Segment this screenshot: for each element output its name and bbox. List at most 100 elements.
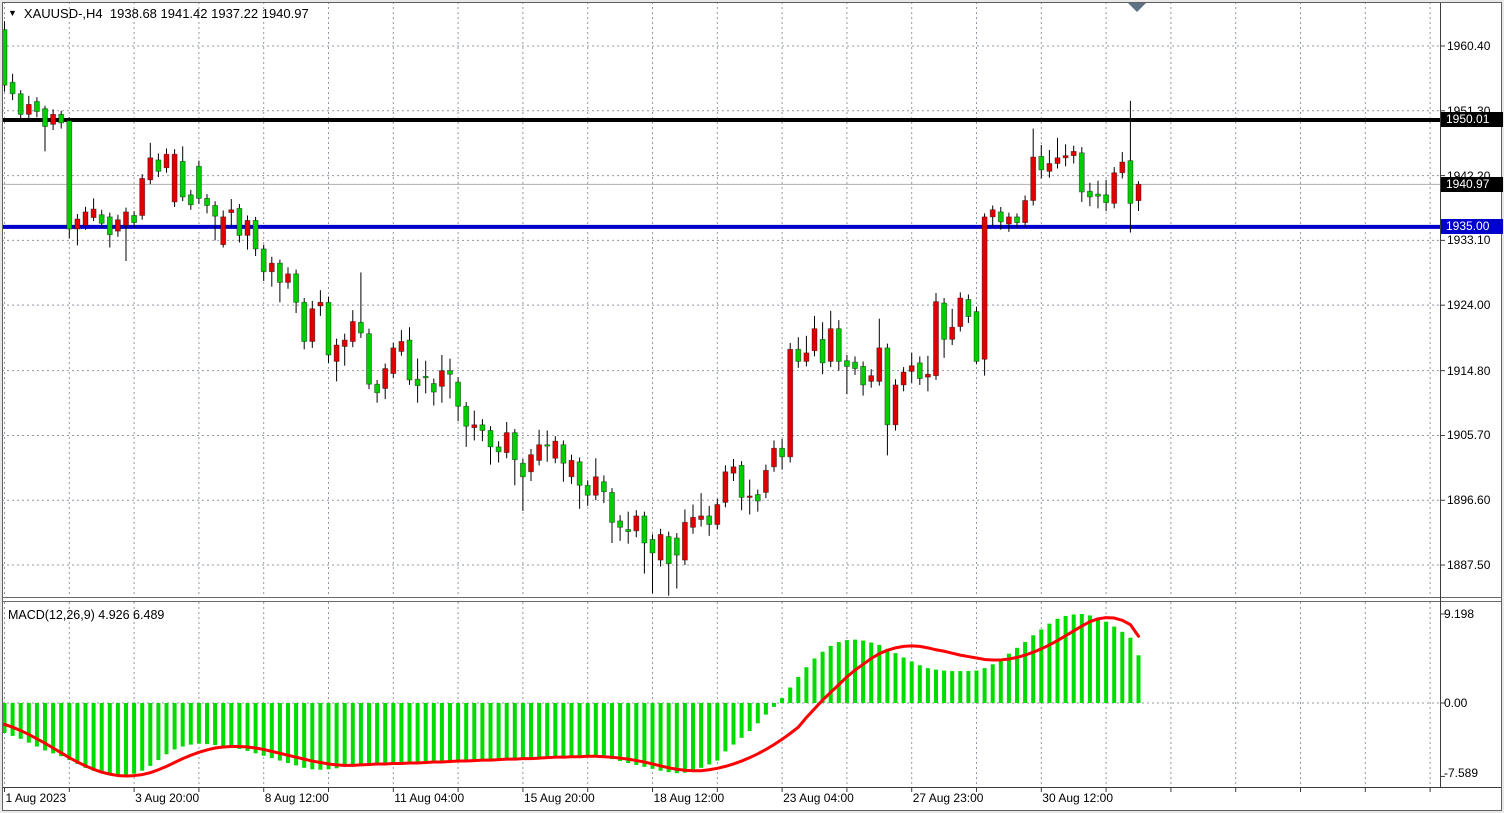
candle-body	[406, 339, 413, 381]
macd-histogram-bar	[1063, 615, 1068, 703]
macd-histogram-bar	[1096, 617, 1100, 703]
macd-histogram-bar	[861, 640, 866, 703]
candle-body	[997, 211, 1004, 223]
candle-body	[447, 370, 453, 375]
macd-histogram-bar	[942, 670, 947, 703]
candle-body	[933, 301, 939, 377]
candle-body	[916, 362, 923, 379]
macd-histogram-bar	[415, 703, 420, 763]
candle-body	[74, 218, 81, 230]
candle-body	[495, 446, 502, 453]
candle-body	[552, 440, 559, 459]
macd-histogram-bar	[561, 703, 566, 757]
candle-body	[795, 348, 802, 362]
macd-histogram-bar	[375, 703, 380, 764]
candle-body	[309, 308, 316, 342]
macd-histogram-bar	[885, 648, 890, 703]
candle-body	[900, 371, 907, 386]
macd-histogram-bar	[132, 703, 137, 774]
candle-body	[625, 529, 632, 532]
chart-shift-marker-icon[interactable]	[1128, 3, 1146, 12]
candle-body	[1054, 157, 1061, 164]
candle-body	[827, 328, 834, 362]
candle-body	[195, 165, 202, 199]
macd-histogram-bar	[10, 703, 15, 736]
macd-histogram-bar	[367, 703, 371, 764]
candle-body	[957, 297, 964, 327]
macd-histogram-bar	[269, 703, 274, 759]
macd-histogram-bar	[34, 703, 39, 747]
macd-histogram-bar	[1104, 621, 1109, 703]
candle-body	[673, 537, 680, 556]
macd-histogram-bar	[796, 676, 801, 703]
candle-body	[422, 375, 429, 379]
candle-body	[374, 383, 381, 394]
candle-body	[844, 360, 850, 367]
macd-histogram-bar	[545, 703, 550, 757]
candle-body	[1030, 156, 1037, 201]
macd-histogram-bar	[26, 703, 31, 743]
candle-body	[682, 521, 688, 561]
macd-histogram-bar	[472, 703, 477, 760]
macd-histogram-bar	[982, 668, 987, 703]
candle-body	[106, 216, 113, 236]
macd-histogram-bar	[99, 703, 104, 773]
time-tick-label: 30 Aug 12:00	[1042, 791, 1114, 805]
macd-histogram-bar	[739, 703, 744, 738]
candle-body	[317, 301, 324, 307]
candle-body	[179, 160, 186, 198]
symbol-dropdown-icon[interactable]: ▼	[8, 8, 17, 18]
candle-body	[803, 352, 810, 362]
macd-histogram-bar	[43, 703, 47, 751]
candle-body	[819, 338, 826, 364]
macd-histogram-bar	[261, 703, 266, 756]
macd-histogram-bar	[836, 642, 841, 703]
candle-body	[341, 339, 348, 347]
macd-histogram-bar	[569, 703, 574, 756]
macd-histogram-bar	[148, 703, 153, 766]
candle-body	[876, 347, 883, 382]
candle-body	[560, 444, 567, 464]
candle-body	[479, 424, 486, 431]
candle-body	[763, 469, 769, 493]
macd-histogram-bar	[715, 703, 720, 761]
macd-histogram-bar	[909, 661, 914, 703]
price-tick-label: 1960.40	[1447, 39, 1491, 53]
macd-histogram-bar	[901, 657, 906, 703]
symbol-label: XAUUSD-,H4	[23, 6, 103, 21]
ohlc-readout: 1938.68 1941.42 1937.22 1940.97	[109, 6, 309, 21]
candle-body	[268, 262, 275, 273]
candle-body	[568, 459, 575, 478]
macd-histogram-bar	[780, 698, 785, 703]
macd-histogram-bar	[358, 703, 363, 764]
macd-histogram-bar	[990, 664, 995, 703]
candle-body	[463, 405, 470, 427]
macd-histogram-bar	[496, 703, 501, 759]
macd-histogram-bar	[998, 659, 1003, 703]
candle-body	[228, 209, 235, 214]
macd-histogram-bar	[439, 703, 444, 762]
price-tick-label: 1914.80	[1447, 363, 1491, 378]
candle-body	[1078, 152, 1085, 193]
candle-body	[17, 93, 24, 115]
macd-histogram-bar	[1055, 618, 1060, 703]
price-badge: 1935.00	[1441, 219, 1503, 235]
candle-body	[941, 302, 947, 340]
macd-histogram-bar	[83, 703, 88, 768]
macd-histogram-bar	[1047, 623, 1052, 703]
macd-histogram-bar	[691, 703, 695, 771]
candle-body	[544, 444, 551, 447]
candle-body	[835, 328, 842, 362]
candle-body	[244, 220, 251, 236]
candle-body	[811, 328, 818, 352]
candle-body	[617, 520, 623, 528]
macd-histogram-bar	[448, 703, 452, 761]
macd-histogram-bar	[164, 703, 169, 755]
candle-body	[1046, 163, 1053, 172]
macd-tick-label: 0.00	[1444, 696, 1468, 710]
candle-body	[576, 461, 583, 486]
macd-histogram-bar	[950, 671, 955, 703]
